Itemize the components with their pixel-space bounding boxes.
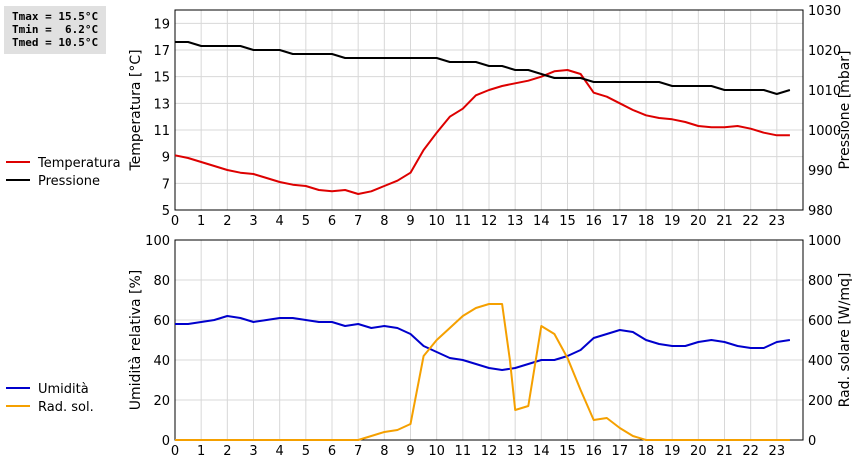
y2-tick-label: 800 [808, 274, 833, 289]
x-tick-label: 7 [354, 444, 362, 459]
x-tick-label: 18 [638, 214, 655, 229]
y-tick-label: 19 [153, 17, 170, 32]
y-tick-label: 7 [162, 177, 170, 192]
x-tick-label: 9 [406, 214, 414, 229]
x-tick-label: 21 [716, 444, 733, 459]
x-tick-label: 21 [716, 214, 733, 229]
series-line-umidit [175, 315, 791, 371]
y2-tick-label: 1030 [808, 4, 841, 19]
y2-tick-label: 1000 [808, 234, 841, 249]
y2-tick-label: 980 [808, 204, 833, 219]
y2-tick-label: 600 [808, 314, 833, 329]
stat-tmax: Tmax = 15.5°C [12, 10, 99, 23]
x-tick-label: 1 [197, 214, 205, 229]
x-tick-label: 15 [559, 444, 576, 459]
y2-tick-label: 1020 [808, 44, 841, 59]
x-tick-label: 13 [507, 444, 524, 459]
x-tick-label: 11 [455, 444, 472, 459]
x-tick-label: 6 [328, 444, 336, 459]
stat-tmin: Tmin = 6.2°C [12, 23, 99, 36]
y-tick-label: 40 [153, 354, 170, 369]
x-tick-label: 6 [328, 214, 336, 229]
x-tick-label: 13 [507, 214, 524, 229]
series-line-temperatura [174, 69, 790, 195]
y-tick-label: 15 [153, 71, 170, 86]
y2-axis-label: Pressione [mbar] [837, 50, 853, 169]
y2-tick-label: 990 [808, 164, 833, 179]
x-tick-label: 5 [302, 444, 310, 459]
x-tick-label: 4 [276, 214, 284, 229]
y2-tick-label: 1000 [808, 124, 841, 139]
y-tick-label: 11 [153, 124, 170, 139]
x-tick-label: 23 [769, 214, 786, 229]
x-tick-label: 5 [302, 214, 310, 229]
plot-frame [174, 9, 804, 211]
y-tick-label: 5 [162, 204, 170, 219]
x-tick-label: 16 [585, 444, 602, 459]
legend-label: Pressione [38, 174, 100, 189]
y-tick-label: 9 [162, 151, 170, 166]
chart-panel-1: 0 1 2 3 4 5 6 7 8 9 10 11 12 13 14 15 16 17 18 19 20 21 22 2357… [6, 4, 853, 229]
y-tick-label: 17 [153, 44, 170, 59]
x-tick-label: 0 [171, 214, 179, 229]
y-tick-label: 80 [153, 274, 170, 289]
x-tick-label: 11 [455, 214, 472, 229]
x-tick-label: 22 [742, 444, 759, 459]
y-axis-label: Temperatura [°C] [128, 49, 144, 171]
x-tick-label: 12 [481, 444, 498, 459]
x-tick-label: 3 [249, 214, 257, 229]
x-tick-label: 1 [197, 444, 205, 459]
stat-tmed: Tmed = 10.5°C [12, 36, 99, 49]
x-tick-label: 18 [638, 444, 655, 459]
legend-label: Rad. sol. [38, 400, 94, 415]
stats-box: Tmax = 15.5°C Tmin = 6.2°C Tmed = 10.5°C [4, 6, 106, 54]
y2-tick-label: 0 [808, 434, 816, 449]
x-tick-label: 8 [380, 444, 388, 459]
series-line-pressione [175, 41, 791, 95]
y-tick-label: 60 [153, 314, 170, 329]
legend-label: Temperatura [37, 156, 121, 171]
y-tick-label: 13 [153, 97, 170, 112]
y-tick-label: 20 [153, 394, 170, 409]
x-tick-label: 2 [223, 444, 231, 459]
x-tick-label: 20 [690, 444, 707, 459]
x-tick-label: 12 [481, 214, 498, 229]
x-tick-label: 14 [533, 444, 550, 459]
plot-frame [174, 239, 804, 441]
x-tick-label: 8 [380, 214, 388, 229]
legend-label: Umidità [38, 382, 89, 397]
x-tick-label: 4 [276, 444, 284, 459]
x-tick-label: 14 [533, 214, 550, 229]
x-tick-label: 10 [428, 444, 445, 459]
x-tick-label: 22 [742, 214, 759, 229]
x-tick-label: 23 [769, 444, 786, 459]
x-tick-label: 19 [664, 444, 681, 459]
x-tick-label: 10 [428, 214, 445, 229]
y-tick-label: 0 [162, 434, 170, 449]
series-line-rad-sol [175, 303, 790, 441]
y2-tick-label: 400 [808, 354, 833, 369]
y2-tick-label: 1010 [808, 84, 841, 99]
x-tick-label: 17 [612, 214, 629, 229]
y2-axis-label: Rad. solare [W/mq] [837, 273, 853, 408]
x-tick-label: 3 [249, 444, 257, 459]
x-tick-label: 7 [354, 214, 362, 229]
x-tick-label: 19 [664, 214, 681, 229]
y-tick-label: 100 [145, 234, 170, 249]
x-tick-label: 9 [406, 444, 414, 459]
x-tick-label: 20 [690, 214, 707, 229]
x-tick-label: 16 [585, 214, 602, 229]
y2-tick-label: 200 [808, 394, 833, 409]
y-axis-label: Umidità relativa [%] [128, 270, 144, 411]
x-tick-label: 15 [559, 214, 576, 229]
x-tick-label: 2 [223, 214, 231, 229]
x-tick-label: 17 [612, 444, 629, 459]
chart-panel-2: 0 1 2 3 4 5 6 7 8 9 10 11 12 13 14 15 16 17 18 19 20 21 22 2302… [6, 234, 853, 459]
x-tick-label: 0 [171, 444, 179, 459]
